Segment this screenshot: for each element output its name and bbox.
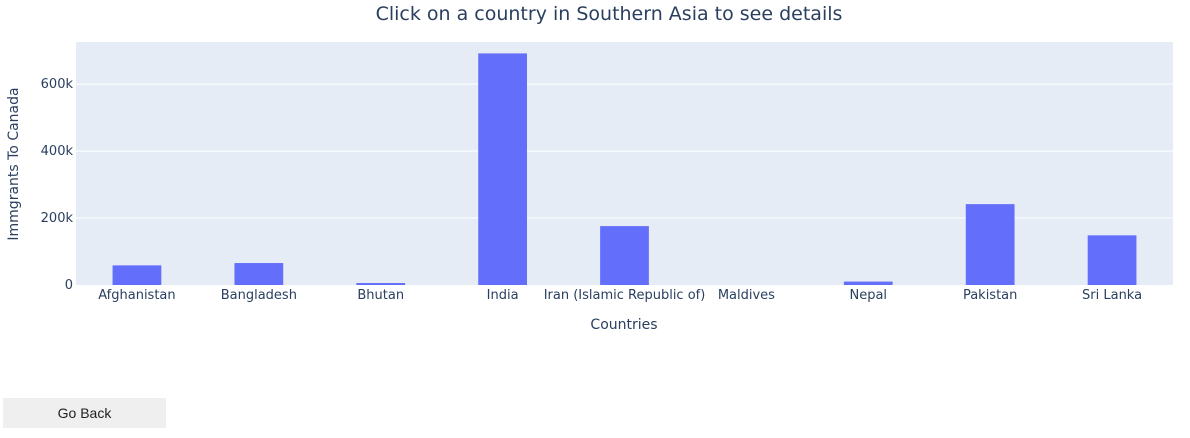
y-tick-label: 200k [41,211,74,226]
x-tick-label: Afghanistan [98,288,175,303]
x-tick-label: Bhutan [357,288,404,303]
bar[interactable] [112,265,162,285]
x-axis-ticks: Afghanistan Bangladesh Bhutan India Iran (Is… [98,288,1142,303]
bar[interactable] [965,204,1015,285]
bar[interactable] [478,53,527,286]
x-tick-label: Bangladesh [221,288,297,303]
bar[interactable] [234,263,284,285]
y-tick-label: 600k [41,77,74,92]
y-axis-title: Immgrants To Canada [6,87,22,240]
x-tick-label: Maldives [718,288,775,303]
x-tick-label: Iran (Islamic Republic of) [544,288,706,303]
bar[interactable] [843,281,893,285]
bar[interactable] [1087,235,1137,285]
go-back-button[interactable]: Go Back [3,398,166,428]
bar[interactable] [600,226,649,285]
y-tick-label: 400k [41,144,74,159]
bar-chart: 0 200k 400k 600k Afghanistan Bangladesh Bhuta… [6,3,1173,333]
x-tick-label: Nepal [849,288,887,303]
x-tick-label: India [487,288,519,303]
bars [112,53,1137,286]
bar[interactable] [356,283,406,285]
y-axis-ticks: 0 200k 400k 600k [41,77,74,293]
x-tick-label: Sri Lanka [1082,288,1142,303]
x-tick-label: Pakistan [963,288,1017,303]
x-axis-title: Countries [590,317,657,333]
chart-title: Click on a country in Southern Asia to s… [376,3,843,25]
y-tick-label: 0 [65,278,73,293]
